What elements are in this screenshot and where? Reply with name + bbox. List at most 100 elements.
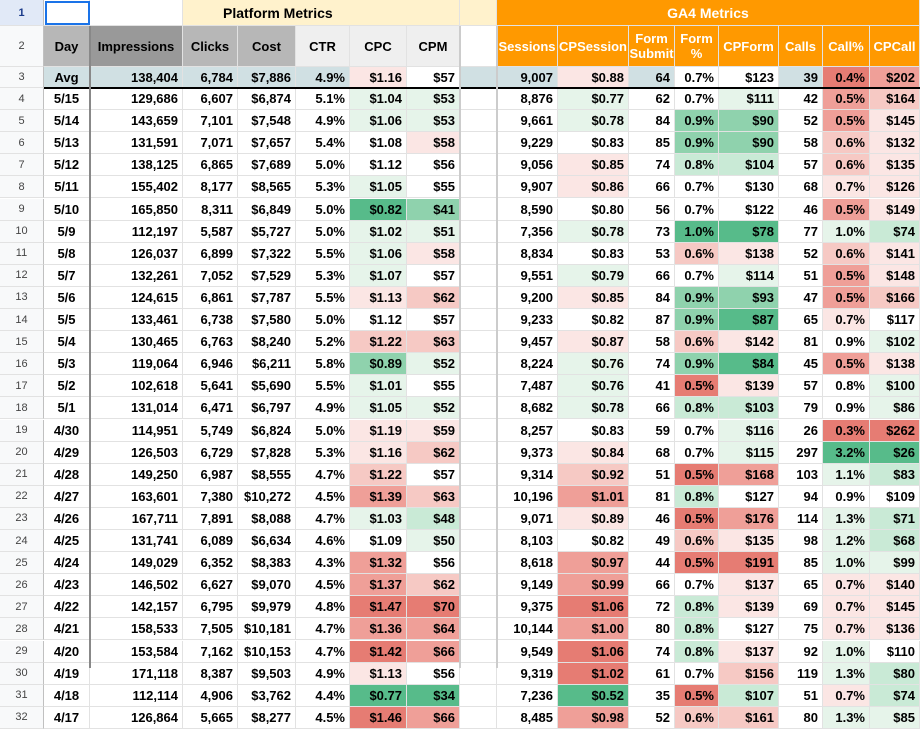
cell-form-pct[interactable]: 0.8% bbox=[675, 154, 719, 177]
cell-form-pct[interactable]: 0.9% bbox=[675, 110, 719, 133]
cell-ctr[interactable]: 4.9% bbox=[296, 397, 350, 420]
cell-cpform[interactable]: $176 bbox=[719, 507, 779, 530]
cell-clicks[interactable]: 6,861 bbox=[183, 286, 238, 309]
cell-impressions[interactable]: 132,261 bbox=[90, 264, 183, 287]
cell-cpc[interactable]: $1.12 bbox=[350, 154, 407, 177]
cell-sessions[interactable]: 7,356 bbox=[497, 220, 558, 243]
avg-cost[interactable]: $7,886 bbox=[238, 67, 296, 88]
cell-calls[interactable]: 65 bbox=[779, 309, 823, 332]
cell-form-pct[interactable]: 0.8% bbox=[675, 640, 719, 663]
row-number-14[interactable]: 14 bbox=[0, 309, 44, 332]
cell-cost[interactable]: $8,240 bbox=[238, 331, 296, 354]
cell-calls[interactable]: 79 bbox=[779, 397, 823, 420]
cell-cpcall[interactable]: $71 bbox=[870, 507, 920, 530]
cell-cost[interactable]: $6,874 bbox=[238, 88, 296, 111]
cell-clicks[interactable]: 7,101 bbox=[183, 110, 238, 133]
cell-call-pct[interactable]: 0.8% bbox=[823, 375, 870, 398]
cell-impressions[interactable]: 112,114 bbox=[90, 684, 183, 707]
cell-calls[interactable]: 81 bbox=[779, 331, 823, 354]
row-number-13[interactable]: 13 bbox=[0, 286, 44, 309]
cell-sessions[interactable]: 9,229 bbox=[497, 132, 558, 155]
cell-cpcall[interactable]: $109 bbox=[870, 485, 920, 508]
cell-form-pct[interactable]: 0.9% bbox=[675, 353, 719, 376]
cell-form-submit[interactable]: 84 bbox=[629, 286, 675, 309]
header-cpc[interactable]: CPC bbox=[350, 26, 407, 67]
cell-call-pct[interactable]: 0.5% bbox=[823, 286, 870, 309]
header-sessions[interactable]: Sessions bbox=[497, 26, 558, 67]
cell-ctr[interactable]: 5.0% bbox=[296, 309, 350, 332]
row-number-9[interactable]: 9 bbox=[0, 198, 44, 221]
header-form-submit[interactable]: Form Submit bbox=[629, 26, 675, 67]
cell-form-pct[interactable]: 0.5% bbox=[675, 507, 719, 530]
row-number-26[interactable]: 26 bbox=[0, 574, 44, 597]
cell-cpc[interactable]: $1.32 bbox=[350, 552, 407, 575]
cell-impressions[interactable]: 171,118 bbox=[90, 662, 183, 685]
cell-cpcall[interactable]: $110 bbox=[870, 640, 920, 663]
cell-call-pct[interactable]: 0.9% bbox=[823, 397, 870, 420]
cell-cpm[interactable]: $55 bbox=[407, 176, 460, 199]
row-number-31[interactable]: 31 bbox=[0, 684, 44, 707]
cell-cost[interactable]: $8,277 bbox=[238, 706, 296, 729]
cell-cost[interactable]: $6,849 bbox=[238, 198, 296, 221]
cell-cpcall[interactable]: $141 bbox=[870, 242, 920, 265]
cell-cost[interactable]: $7,828 bbox=[238, 441, 296, 464]
cell-clicks[interactable]: 6,627 bbox=[183, 574, 238, 597]
cell-impressions[interactable]: 146,502 bbox=[90, 574, 183, 597]
cell-day[interactable]: 5/9 bbox=[44, 220, 90, 243]
cell-cpc[interactable]: $0.82 bbox=[350, 198, 407, 221]
cell-ctr[interactable]: 4.4% bbox=[296, 684, 350, 707]
header-cpm[interactable]: CPM bbox=[407, 26, 460, 67]
cell-sessions[interactable]: 8,682 bbox=[497, 397, 558, 420]
cell-ctr[interactable]: 5.3% bbox=[296, 441, 350, 464]
row-number-6[interactable]: 6 bbox=[0, 132, 44, 155]
cell-cpform[interactable]: $130 bbox=[719, 176, 779, 199]
cell-day[interactable]: 4/24 bbox=[44, 552, 90, 575]
cell-ctr[interactable]: 5.8% bbox=[296, 353, 350, 376]
cell-impressions[interactable]: 119,064 bbox=[90, 353, 183, 376]
cell-form-pct[interactable]: 0.6% bbox=[675, 331, 719, 354]
row-number-24[interactable]: 24 bbox=[0, 530, 44, 553]
cell-calls[interactable]: 58 bbox=[779, 132, 823, 155]
cell-form-submit[interactable]: 44 bbox=[629, 552, 675, 575]
cell-impressions[interactable]: 163,601 bbox=[90, 485, 183, 508]
row-number-16[interactable]: 16 bbox=[0, 353, 44, 376]
cell-day[interactable]: 5/12 bbox=[44, 154, 90, 177]
avg-cpm[interactable]: $57 bbox=[407, 67, 460, 88]
cell-cpform[interactable]: $191 bbox=[719, 552, 779, 575]
cell-form-pct[interactable]: 0.8% bbox=[675, 485, 719, 508]
cell-impressions[interactable]: 131,591 bbox=[90, 132, 183, 155]
cell-clicks[interactable]: 6,763 bbox=[183, 331, 238, 354]
cell-impressions[interactable]: 158,533 bbox=[90, 618, 183, 641]
cell-cost[interactable]: $5,690 bbox=[238, 375, 296, 398]
cell-cpm[interactable]: $53 bbox=[407, 110, 460, 133]
cell-form-pct[interactable]: 0.5% bbox=[675, 552, 719, 575]
cell-cost[interactable]: $6,797 bbox=[238, 397, 296, 420]
row-number-27[interactable]: 27 bbox=[0, 596, 44, 619]
cell-cpcall[interactable]: $136 bbox=[870, 618, 920, 641]
cell-form-pct[interactable]: 0.7% bbox=[675, 574, 719, 597]
cell-cpc[interactable]: $1.19 bbox=[350, 419, 407, 442]
cell-calls[interactable]: 69 bbox=[779, 596, 823, 619]
cell-cpcall[interactable]: $140 bbox=[870, 574, 920, 597]
cell-cpc[interactable]: $1.07 bbox=[350, 264, 407, 287]
cell-call-pct[interactable]: 1.0% bbox=[823, 640, 870, 663]
cell-cost[interactable]: $7,548 bbox=[238, 110, 296, 133]
cell-impressions[interactable]: 142,157 bbox=[90, 596, 183, 619]
cell-day[interactable]: 4/28 bbox=[44, 463, 90, 486]
cell-cpc[interactable]: $1.06 bbox=[350, 110, 407, 133]
header-day[interactable]: Day bbox=[44, 26, 90, 67]
cell-clicks[interactable]: 8,177 bbox=[183, 176, 238, 199]
cell-cpsession[interactable]: $0.78 bbox=[558, 397, 629, 420]
cell-ctr[interactable]: 4.7% bbox=[296, 640, 350, 663]
cell-impressions[interactable]: 131,014 bbox=[90, 397, 183, 420]
cell-impressions[interactable]: 130,465 bbox=[90, 331, 183, 354]
cell-sessions[interactable]: 9,056 bbox=[497, 154, 558, 177]
cell-cpc[interactable]: $1.47 bbox=[350, 596, 407, 619]
cell-cost[interactable]: $8,555 bbox=[238, 463, 296, 486]
cell-cpm[interactable]: $62 bbox=[407, 574, 460, 597]
cell-day[interactable]: 4/29 bbox=[44, 441, 90, 464]
cell-clicks[interactable]: 6,352 bbox=[183, 552, 238, 575]
cell-cost[interactable]: $9,070 bbox=[238, 574, 296, 597]
cell-impressions[interactable]: 126,037 bbox=[90, 242, 183, 265]
cell-clicks[interactable]: 6,795 bbox=[183, 596, 238, 619]
